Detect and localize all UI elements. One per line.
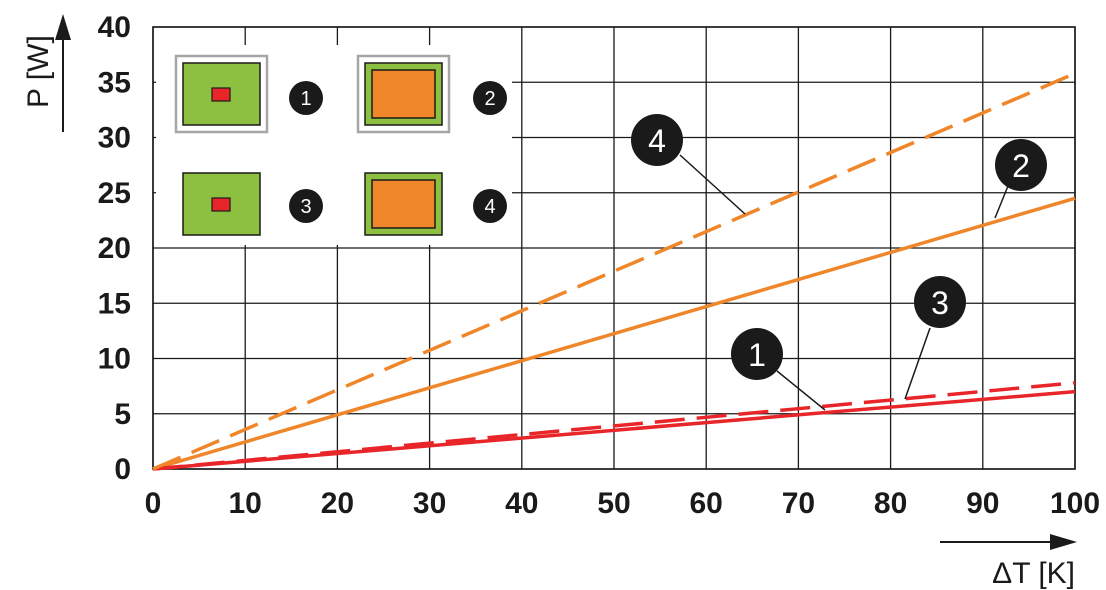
- y-tick-label: 25: [98, 177, 131, 210]
- legend-badge: [289, 189, 323, 223]
- series-lines: [152, 71, 1076, 471]
- x-tick-label: 100: [1050, 487, 1100, 520]
- x-tick-label: 10: [229, 487, 262, 520]
- y-tick-label: 35: [98, 66, 131, 99]
- callout-leader-line: [776, 370, 826, 411]
- x-tick-label: 80: [874, 487, 907, 520]
- y-tick-label: 20: [98, 232, 131, 265]
- legend-badge-label: 4: [484, 196, 495, 218]
- callout-badge: [914, 276, 966, 328]
- legend-item-4: 4: [364, 172, 507, 236]
- x-tick-label: 90: [966, 487, 999, 520]
- legend-chip: [211, 197, 231, 212]
- legend-badge: [473, 189, 507, 223]
- y-axis-label: P [W]: [22, 35, 55, 108]
- legend-badge: [289, 81, 323, 115]
- series-line-3: [152, 381, 1076, 471]
- callout-2: 2: [994, 139, 1047, 219]
- x-tick-label: 30: [413, 487, 446, 520]
- grid: [152, 26, 1076, 470]
- x-axis-label: ΔT [K]: [992, 557, 1075, 590]
- legend-item-2: 2: [356, 54, 507, 134]
- x-tick-label: 70: [782, 487, 815, 520]
- callout-badge-label: 4: [648, 123, 666, 159]
- x-tick-label: 20: [321, 487, 354, 520]
- legend: 1 2 3 4: [156, 45, 512, 245]
- x-tick-label: 60: [690, 487, 723, 520]
- x-tick-label: 40: [505, 487, 538, 520]
- legend-badge-label: 1: [300, 88, 311, 110]
- plot-frame: [152, 26, 1076, 470]
- legend-badge-label: 3: [300, 196, 311, 218]
- callout-leader-line: [679, 154, 746, 215]
- y-tick-label: 15: [98, 287, 131, 320]
- y-tick-label: 40: [98, 11, 131, 44]
- x-tick-label: 50: [597, 487, 630, 520]
- x-tick-label: 0: [145, 487, 162, 520]
- legend-chip: [371, 69, 436, 119]
- callout-badge: [731, 328, 783, 380]
- callout-3: 3: [904, 276, 966, 400]
- callout-badge-label: 1: [748, 337, 766, 373]
- callouts: 4 2 3 1: [631, 114, 1047, 411]
- legend-frame: [356, 54, 451, 134]
- callout-badge-label: 3: [931, 285, 949, 321]
- callout-1: 1: [731, 328, 826, 411]
- callout-badge: [631, 114, 683, 166]
- x-axis-arrow-head: [1050, 534, 1077, 550]
- callout-4: 4: [631, 114, 746, 215]
- callout-badge-label: 2: [1012, 148, 1030, 184]
- y-tick-label: 10: [98, 343, 131, 376]
- legend-item-1: 1: [174, 54, 323, 134]
- series-line-2: [152, 196, 1076, 471]
- legend-chip: [371, 179, 436, 229]
- legend-item-3: 3: [182, 172, 323, 236]
- legend-badge-label: 2: [484, 88, 495, 110]
- callout-leader-line: [994, 185, 1009, 219]
- callout-badge: [995, 139, 1047, 191]
- y-tick-label: 30: [98, 122, 131, 155]
- legend-chip: [211, 87, 231, 102]
- tick-labels: 0 10 20 30 40 50 60 70 80 90 100 0 5 10 15 20 25 30 35 40: [98, 11, 1100, 520]
- y-tick-label: 0: [114, 453, 131, 486]
- y-tick-label: 5: [114, 398, 131, 431]
- legend-frame: [174, 54, 269, 134]
- y-axis-arrow-head: [55, 14, 71, 40]
- legend-badge: [473, 81, 507, 115]
- callout-leader-line: [904, 327, 931, 400]
